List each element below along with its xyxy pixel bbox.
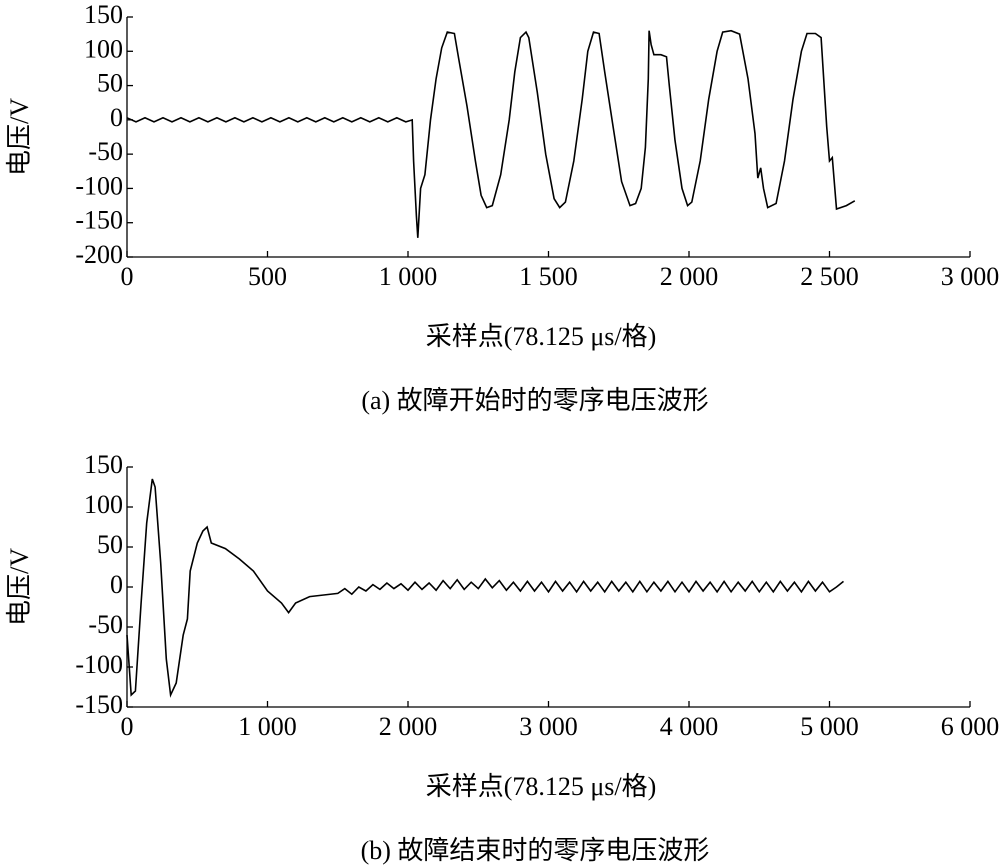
x-tick-label: 1 500 — [519, 262, 578, 291]
y-tick-label: 50 — [97, 530, 123, 559]
y-tick-label: -50 — [88, 137, 123, 166]
x-tick-label: 3 000 — [941, 262, 1000, 291]
chart-caption: (a) 故障开始时的零序电压波形 — [361, 386, 708, 415]
y-tick-label: -150 — [75, 206, 123, 235]
y-axis-label: 电压/V — [5, 548, 34, 626]
x-tick-label: 2 000 — [379, 712, 438, 741]
y-tick-label: 0 — [110, 570, 123, 599]
x-tick-label: 0 — [121, 712, 134, 741]
y-tick-label: -150 — [75, 690, 123, 719]
x-tick-label: 2 500 — [800, 262, 859, 291]
chart-caption: (b) 故障结束时的零序电压波形 — [361, 836, 710, 865]
x-tick-label: 1 000 — [379, 262, 438, 291]
x-tick-label: 1 000 — [238, 712, 297, 741]
x-tick-label: 500 — [248, 262, 287, 291]
y-tick-label: 50 — [97, 69, 123, 98]
x-tick-label: 6 000 — [941, 712, 1000, 741]
y-tick-label: -100 — [75, 650, 123, 679]
waveform — [126, 29, 856, 238]
x-tick-label: 3 000 — [519, 712, 578, 741]
y-tick-label: 150 — [84, 0, 123, 29]
waveform — [126, 478, 844, 698]
x-tick-label: 2 000 — [660, 262, 719, 291]
y-axis-label: 电压/V — [5, 98, 34, 176]
x-tick-label: 5 000 — [800, 712, 859, 741]
y-tick-label: 0 — [110, 103, 123, 132]
y-tick-label: 100 — [84, 34, 123, 63]
x-tick-label: 4 000 — [660, 712, 719, 741]
y-tick-label: -200 — [75, 240, 123, 269]
y-tick-label: -100 — [75, 171, 123, 200]
x-tick-label: 0 — [121, 262, 134, 291]
x-axis-label: 采样点(78.125 μs/格) — [426, 322, 657, 351]
y-tick-label: 150 — [84, 450, 123, 479]
x-axis-label: 采样点(78.125 μs/格) — [426, 772, 657, 801]
y-tick-label: 100 — [84, 490, 123, 519]
y-tick-label: -50 — [88, 610, 123, 639]
